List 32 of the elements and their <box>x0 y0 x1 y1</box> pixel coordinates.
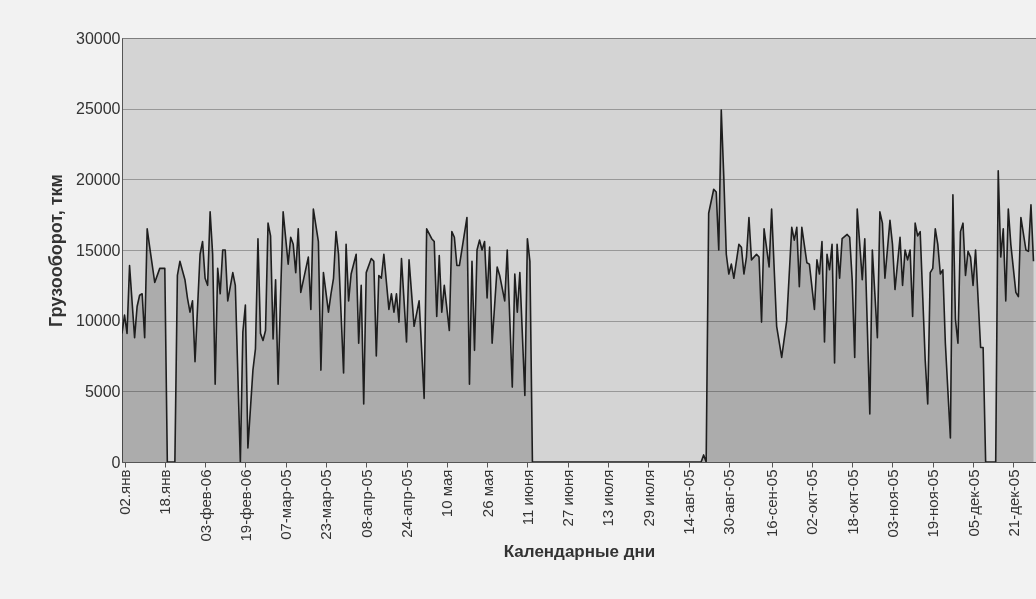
x-tick-label: 02.янв <box>116 469 134 515</box>
x-tick-label: 13 июля <box>599 469 617 527</box>
x-tick-label: 27 июня <box>559 469 577 527</box>
x-tick-label: 30-авг-05 <box>720 469 738 535</box>
x-tick-label: 26 мая <box>478 469 496 518</box>
x-tick-label: 03-ноя-05 <box>883 469 901 538</box>
y-tick-label: 10000 <box>76 312 121 330</box>
y-tick-label: 25000 <box>76 100 121 118</box>
x-tick-label: 21-дек-05 <box>1004 469 1022 537</box>
x-tick-label: 18.янв <box>156 469 174 515</box>
x-tick-label: 29 июля <box>639 469 657 527</box>
y-tick-label: 30000 <box>76 29 121 47</box>
x-tick-label: 02-окт-05 <box>803 469 821 535</box>
x-tick-label: 11 июня <box>518 469 536 526</box>
x-tick-label: 07-мар-05 <box>277 469 295 540</box>
x-tick-label: 03-фев-06 <box>196 469 214 542</box>
x-tick-label: 05-дек-05 <box>964 469 982 537</box>
x-axis-title: Календарные дни <box>503 541 656 561</box>
x-tick-label: 08-апр-05 <box>357 469 375 538</box>
y-tick-label: 20000 <box>76 170 121 188</box>
x-tick-label: 18-окт-05 <box>843 469 861 535</box>
y-tick-label: 5000 <box>84 382 121 400</box>
x-tick-label: 10 мая <box>438 469 456 518</box>
x-tick-label: 24-апр-05 <box>398 469 416 538</box>
y-tick-label: 0 <box>111 453 121 471</box>
x-tick-label: 19-фев-06 <box>236 469 254 542</box>
x-tick-label: 23-мар-05 <box>317 469 335 540</box>
x-tick-label: 16-сен-05 <box>763 469 781 537</box>
y-axis-title: Грузооборот, ткм <box>46 174 67 327</box>
x-tick-label: 19-ноя-05 <box>924 469 942 538</box>
y-tick-label: 15000 <box>76 241 121 259</box>
x-tick-label: 14-авг-05 <box>680 469 698 535</box>
